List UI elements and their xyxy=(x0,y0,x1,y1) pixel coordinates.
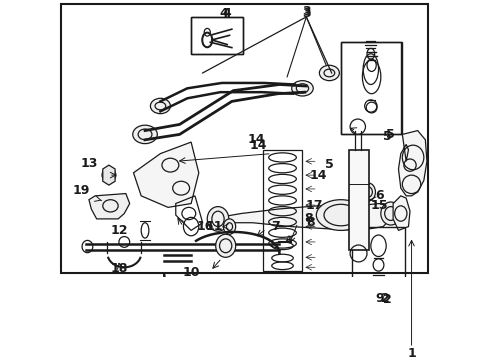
Bar xyxy=(262,150,302,271)
Text: 18: 18 xyxy=(111,262,128,275)
Text: 5: 5 xyxy=(382,130,390,143)
Text: 12: 12 xyxy=(111,224,128,237)
Text: 5: 5 xyxy=(324,158,333,171)
Ellipse shape xyxy=(316,200,365,230)
Text: 3: 3 xyxy=(302,7,310,20)
Ellipse shape xyxy=(102,168,116,182)
Bar xyxy=(348,150,368,249)
Ellipse shape xyxy=(207,207,228,231)
Ellipse shape xyxy=(132,125,157,144)
Ellipse shape xyxy=(319,65,339,81)
Bar xyxy=(191,17,243,54)
Polygon shape xyxy=(102,165,115,185)
Text: 9: 9 xyxy=(374,292,383,305)
Bar xyxy=(340,42,402,134)
Polygon shape xyxy=(392,196,409,230)
Polygon shape xyxy=(89,194,129,219)
Text: 4: 4 xyxy=(223,7,231,20)
Text: 5: 5 xyxy=(386,128,394,141)
Text: 8: 8 xyxy=(305,216,314,229)
Bar xyxy=(352,226,404,288)
Text: 10: 10 xyxy=(182,266,200,279)
Text: 14: 14 xyxy=(308,169,326,182)
Text: 14: 14 xyxy=(249,139,266,152)
Ellipse shape xyxy=(359,183,375,201)
Text: 17: 17 xyxy=(305,199,322,212)
Ellipse shape xyxy=(150,98,170,114)
Text: 19: 19 xyxy=(72,184,90,197)
Ellipse shape xyxy=(291,81,313,96)
Text: 13: 13 xyxy=(80,157,98,170)
Text: 6: 6 xyxy=(374,189,383,202)
Polygon shape xyxy=(133,142,199,207)
Text: 15: 15 xyxy=(370,199,387,212)
Polygon shape xyxy=(398,131,426,196)
Bar xyxy=(340,42,400,134)
Polygon shape xyxy=(210,203,394,230)
Text: 4: 4 xyxy=(219,7,228,20)
Text: 8: 8 xyxy=(304,212,312,225)
Ellipse shape xyxy=(215,234,235,257)
Ellipse shape xyxy=(380,202,400,225)
Ellipse shape xyxy=(223,219,235,234)
Text: 1: 1 xyxy=(407,347,415,360)
Text: 11: 11 xyxy=(205,220,223,233)
Bar xyxy=(191,17,243,54)
Text: 14: 14 xyxy=(247,133,264,146)
Text: 3: 3 xyxy=(302,5,310,18)
Text: 2: 2 xyxy=(382,293,390,306)
Text: 7: 7 xyxy=(271,220,280,233)
Text: 16: 16 xyxy=(196,220,213,233)
Text: 2: 2 xyxy=(380,292,389,305)
